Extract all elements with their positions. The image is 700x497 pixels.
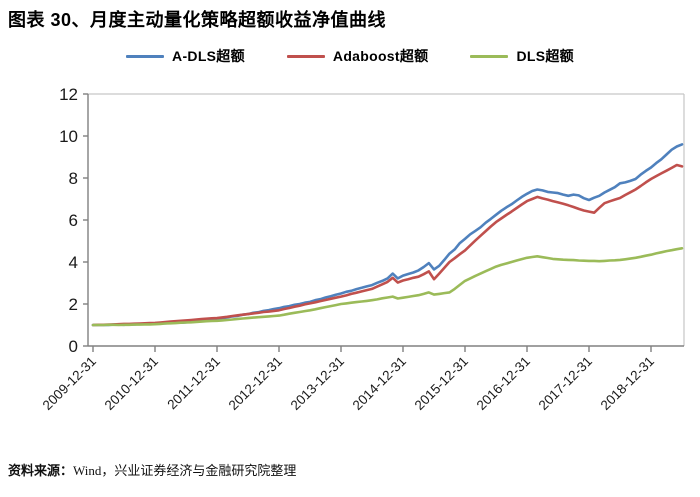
y-tick-label: 0 [69,337,78,356]
legend-line-swatch-green [470,54,509,58]
y-tick-label: 2 [69,295,78,314]
y-tick-label: 12 [59,85,78,104]
chart-title: 图表 30、月度主动量化策略超额收益净值曲线 [8,10,387,30]
legend-item-dls: DLS超额 [470,46,574,66]
series-line-2 [91,247,684,327]
legend-item-a-dls: A-DLS超额 [126,46,245,66]
legend-label: Adaboost超额 [332,48,429,64]
chart-legend: A-DLS超额 Adaboost超额 DLS超额 [0,46,700,66]
legend-line-swatch-blue [126,54,165,58]
x-tick-label: 2010-12-31 [102,354,161,413]
x-tick-label: 2009-12-31 [40,354,99,413]
y-tick-label: 8 [69,169,78,188]
x-tick-label: 2014-12-31 [350,354,409,413]
source-note: 资料来源：Wind，兴业证券经济与金融研究院整理 [8,460,296,479]
x-tick-label: 2016-12-31 [474,354,533,413]
y-tick-label: 4 [69,253,78,272]
legend-item-adaboost: Adaboost超额 [286,46,429,66]
legend-line-swatch-red [286,54,325,58]
x-tick-label: 2011-12-31 [164,354,223,413]
x-tick-label: 2013-12-31 [288,354,347,413]
x-tick-label: 2012-12-31 [226,354,285,413]
source-label: 资料来源： [8,463,74,478]
y-tick-label: 6 [69,211,78,230]
x-tick-label: 2015-12-31 [412,354,471,413]
legend-label: A-DLS超额 [172,48,245,64]
series-line-1 [91,163,684,327]
y-tick-label: 10 [59,127,78,146]
x-tick-label: 2018-12-31 [598,354,657,413]
source-text: Wind，兴业证券经济与金融研究院整理 [73,463,297,478]
legend-label: DLS超额 [516,48,574,64]
x-tick-label: 2017-12-31 [536,354,595,413]
